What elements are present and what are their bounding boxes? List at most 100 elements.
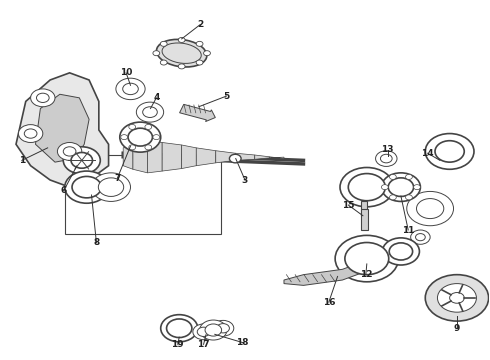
FancyArrow shape: [362, 202, 368, 216]
Circle shape: [197, 327, 210, 337]
Polygon shape: [147, 141, 162, 173]
Circle shape: [145, 145, 152, 150]
Text: 8: 8: [93, 238, 99, 247]
Polygon shape: [123, 144, 133, 169]
Circle shape: [390, 175, 396, 179]
Text: 2: 2: [197, 20, 203, 29]
Circle shape: [411, 230, 430, 244]
Polygon shape: [196, 148, 216, 166]
Text: 6: 6: [61, 186, 67, 195]
Circle shape: [414, 185, 420, 190]
Circle shape: [120, 122, 161, 152]
Text: 3: 3: [242, 176, 248, 185]
Circle shape: [65, 171, 109, 203]
Text: 4: 4: [153, 93, 160, 102]
Circle shape: [407, 192, 454, 226]
Text: 13: 13: [382, 145, 394, 154]
Circle shape: [345, 243, 389, 275]
Circle shape: [196, 60, 203, 65]
Circle shape: [122, 83, 138, 95]
Circle shape: [416, 199, 444, 219]
Text: 17: 17: [197, 340, 210, 349]
Circle shape: [129, 125, 136, 130]
Circle shape: [381, 185, 388, 190]
Circle shape: [348, 174, 385, 201]
Text: 5: 5: [223, 91, 230, 100]
Circle shape: [178, 64, 185, 69]
Circle shape: [136, 102, 164, 122]
Circle shape: [406, 195, 413, 200]
Circle shape: [200, 320, 227, 340]
Polygon shape: [235, 153, 255, 160]
Circle shape: [160, 60, 167, 65]
Circle shape: [72, 176, 101, 198]
Text: 1: 1: [19, 156, 25, 165]
Circle shape: [390, 195, 396, 200]
Circle shape: [63, 147, 100, 174]
Polygon shape: [16, 73, 109, 187]
Circle shape: [153, 135, 160, 140]
Text: 15: 15: [342, 201, 355, 210]
Circle shape: [425, 275, 489, 321]
Text: 14: 14: [421, 149, 434, 158]
Text: 19: 19: [172, 340, 184, 349]
Ellipse shape: [162, 43, 201, 63]
Circle shape: [438, 284, 476, 312]
Circle shape: [406, 175, 413, 179]
Circle shape: [335, 235, 398, 282]
Circle shape: [128, 128, 152, 146]
Circle shape: [450, 293, 464, 303]
Circle shape: [145, 125, 152, 130]
Circle shape: [205, 324, 221, 336]
Circle shape: [382, 238, 419, 265]
Polygon shape: [35, 94, 89, 162]
Circle shape: [98, 178, 123, 197]
Polygon shape: [216, 151, 235, 163]
Text: 18: 18: [236, 338, 249, 347]
Text: 12: 12: [360, 270, 372, 279]
Circle shape: [153, 51, 160, 56]
Circle shape: [19, 125, 43, 143]
Bar: [361, 208, 368, 230]
Circle shape: [63, 147, 76, 156]
Circle shape: [92, 173, 130, 202]
Circle shape: [381, 173, 420, 202]
Circle shape: [229, 154, 241, 163]
Circle shape: [160, 41, 167, 46]
Circle shape: [435, 141, 464, 162]
Circle shape: [203, 51, 210, 56]
Circle shape: [340, 167, 393, 207]
Circle shape: [143, 107, 157, 117]
Circle shape: [24, 129, 37, 138]
Circle shape: [425, 134, 474, 169]
Circle shape: [30, 89, 55, 107]
Text: 9: 9: [454, 324, 460, 333]
Text: 7: 7: [114, 174, 121, 183]
Circle shape: [375, 151, 397, 166]
Polygon shape: [284, 262, 362, 285]
Ellipse shape: [156, 39, 207, 67]
Circle shape: [217, 324, 229, 333]
Circle shape: [161, 315, 198, 342]
Text: 16: 16: [322, 298, 335, 307]
Circle shape: [388, 178, 414, 197]
Circle shape: [36, 93, 49, 103]
Circle shape: [178, 37, 185, 42]
Polygon shape: [270, 157, 284, 158]
Polygon shape: [255, 155, 270, 159]
Circle shape: [57, 143, 82, 160]
Circle shape: [196, 41, 203, 46]
Polygon shape: [133, 141, 147, 173]
Polygon shape: [182, 145, 196, 168]
Circle shape: [71, 153, 93, 168]
Circle shape: [129, 145, 136, 150]
FancyArrow shape: [179, 104, 215, 122]
Text: 10: 10: [120, 68, 132, 77]
Circle shape: [193, 324, 214, 340]
Polygon shape: [162, 143, 182, 171]
Circle shape: [212, 320, 234, 336]
Circle shape: [380, 154, 392, 163]
Circle shape: [121, 135, 127, 140]
Circle shape: [116, 78, 145, 100]
Text: 11: 11: [402, 225, 415, 234]
